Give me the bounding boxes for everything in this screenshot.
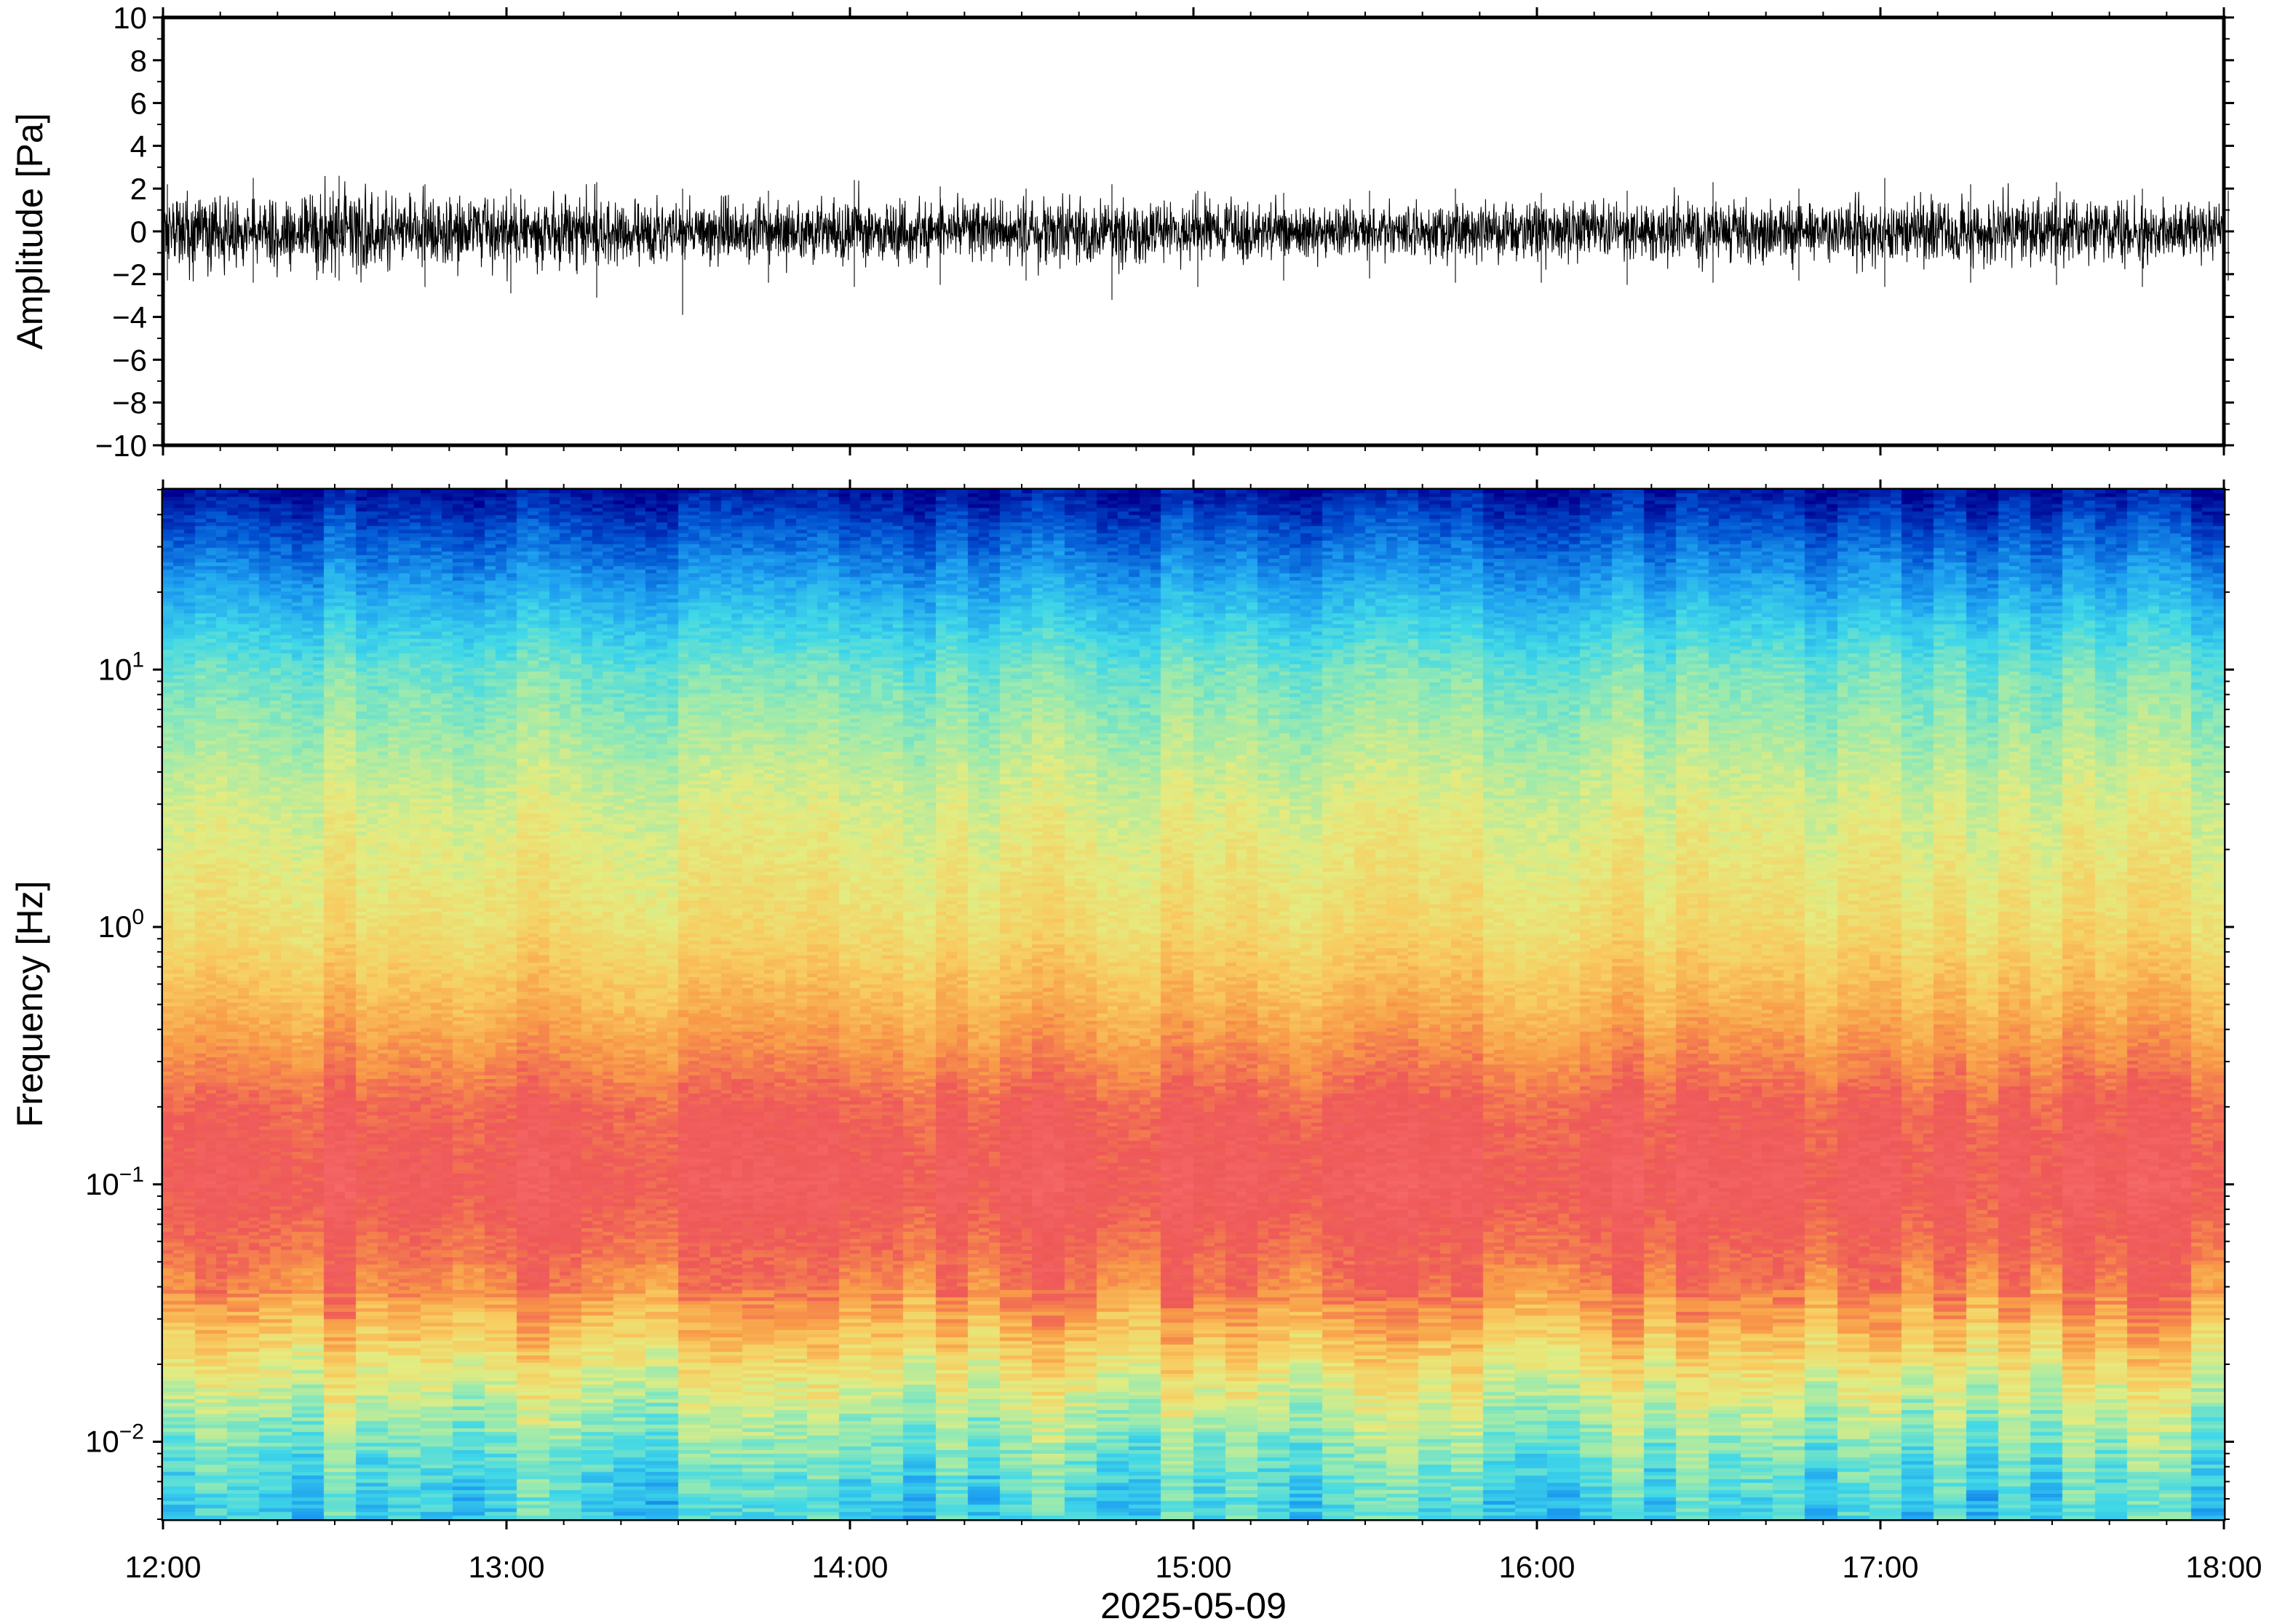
spec-y-tick-label: 100 [98, 905, 144, 944]
spectrogram-heatmap [163, 490, 2224, 1519]
x-tick-label: 18:00 [2185, 1550, 2262, 1584]
amplitude-trace [162, 175, 2229, 315]
x-tick-label: 17:00 [1842, 1550, 1918, 1584]
x-tick-label: 13:00 [468, 1550, 544, 1584]
spec-y-tick-label: 101 [98, 648, 144, 686]
x-tick-label: 12:00 [124, 1550, 201, 1584]
amp-y-tick-label: −8 [112, 386, 147, 420]
amplitude-x-ticks [162, 7, 2225, 455]
amp-y-tick-label: −2 [112, 258, 147, 292]
amp-y-tick-label: 0 [130, 215, 147, 249]
amplitude-y-axis-label: Amplitude [Pa] [9, 113, 50, 349]
x-axis-date-label: 2025-05-09 [1100, 1585, 1287, 1624]
amplitude-panel: 10 8 6 4 2 0 −2 −4 −6 −8 −10 Amplitude [Pa] [9, 1, 2234, 463]
amplitude-trace-line [162, 175, 2229, 315]
amp-y-tick-label: −6 [112, 343, 147, 377]
amp-y-tick-label: 6 [130, 87, 147, 121]
amp-y-tick-label: −4 [112, 300, 147, 335]
amplitude-y-axis: 10 8 6 4 2 0 −2 −4 −6 −8 −10 [95, 1, 2234, 463]
amp-y-tick-label: 8 [130, 44, 147, 78]
amp-y-tick-label: 10 [113, 1, 147, 35]
x-tick-label: 15:00 [1155, 1550, 1231, 1584]
amp-y-tick-label: −10 [95, 429, 147, 463]
x-tick-label: 16:00 [1498, 1550, 1575, 1584]
spectrogram-x-axis: 12:00 13:00 14:00 15:00 16:00 17:00 18:00 [124, 479, 2262, 1584]
spectrogram-y-axis-label: Frequency [Hz] [9, 880, 50, 1127]
x-tick-label: 14:00 [811, 1550, 888, 1584]
spec-y-tick-label: 10−1 [85, 1163, 144, 1201]
spectrogram-y-axis: 101 100 10−1 10−2 [85, 489, 2234, 1520]
spec-y-tick-label: 10−2 [85, 1420, 144, 1459]
amp-y-tick-label: 4 [130, 129, 147, 163]
amp-y-tick-label: 2 [130, 172, 147, 206]
